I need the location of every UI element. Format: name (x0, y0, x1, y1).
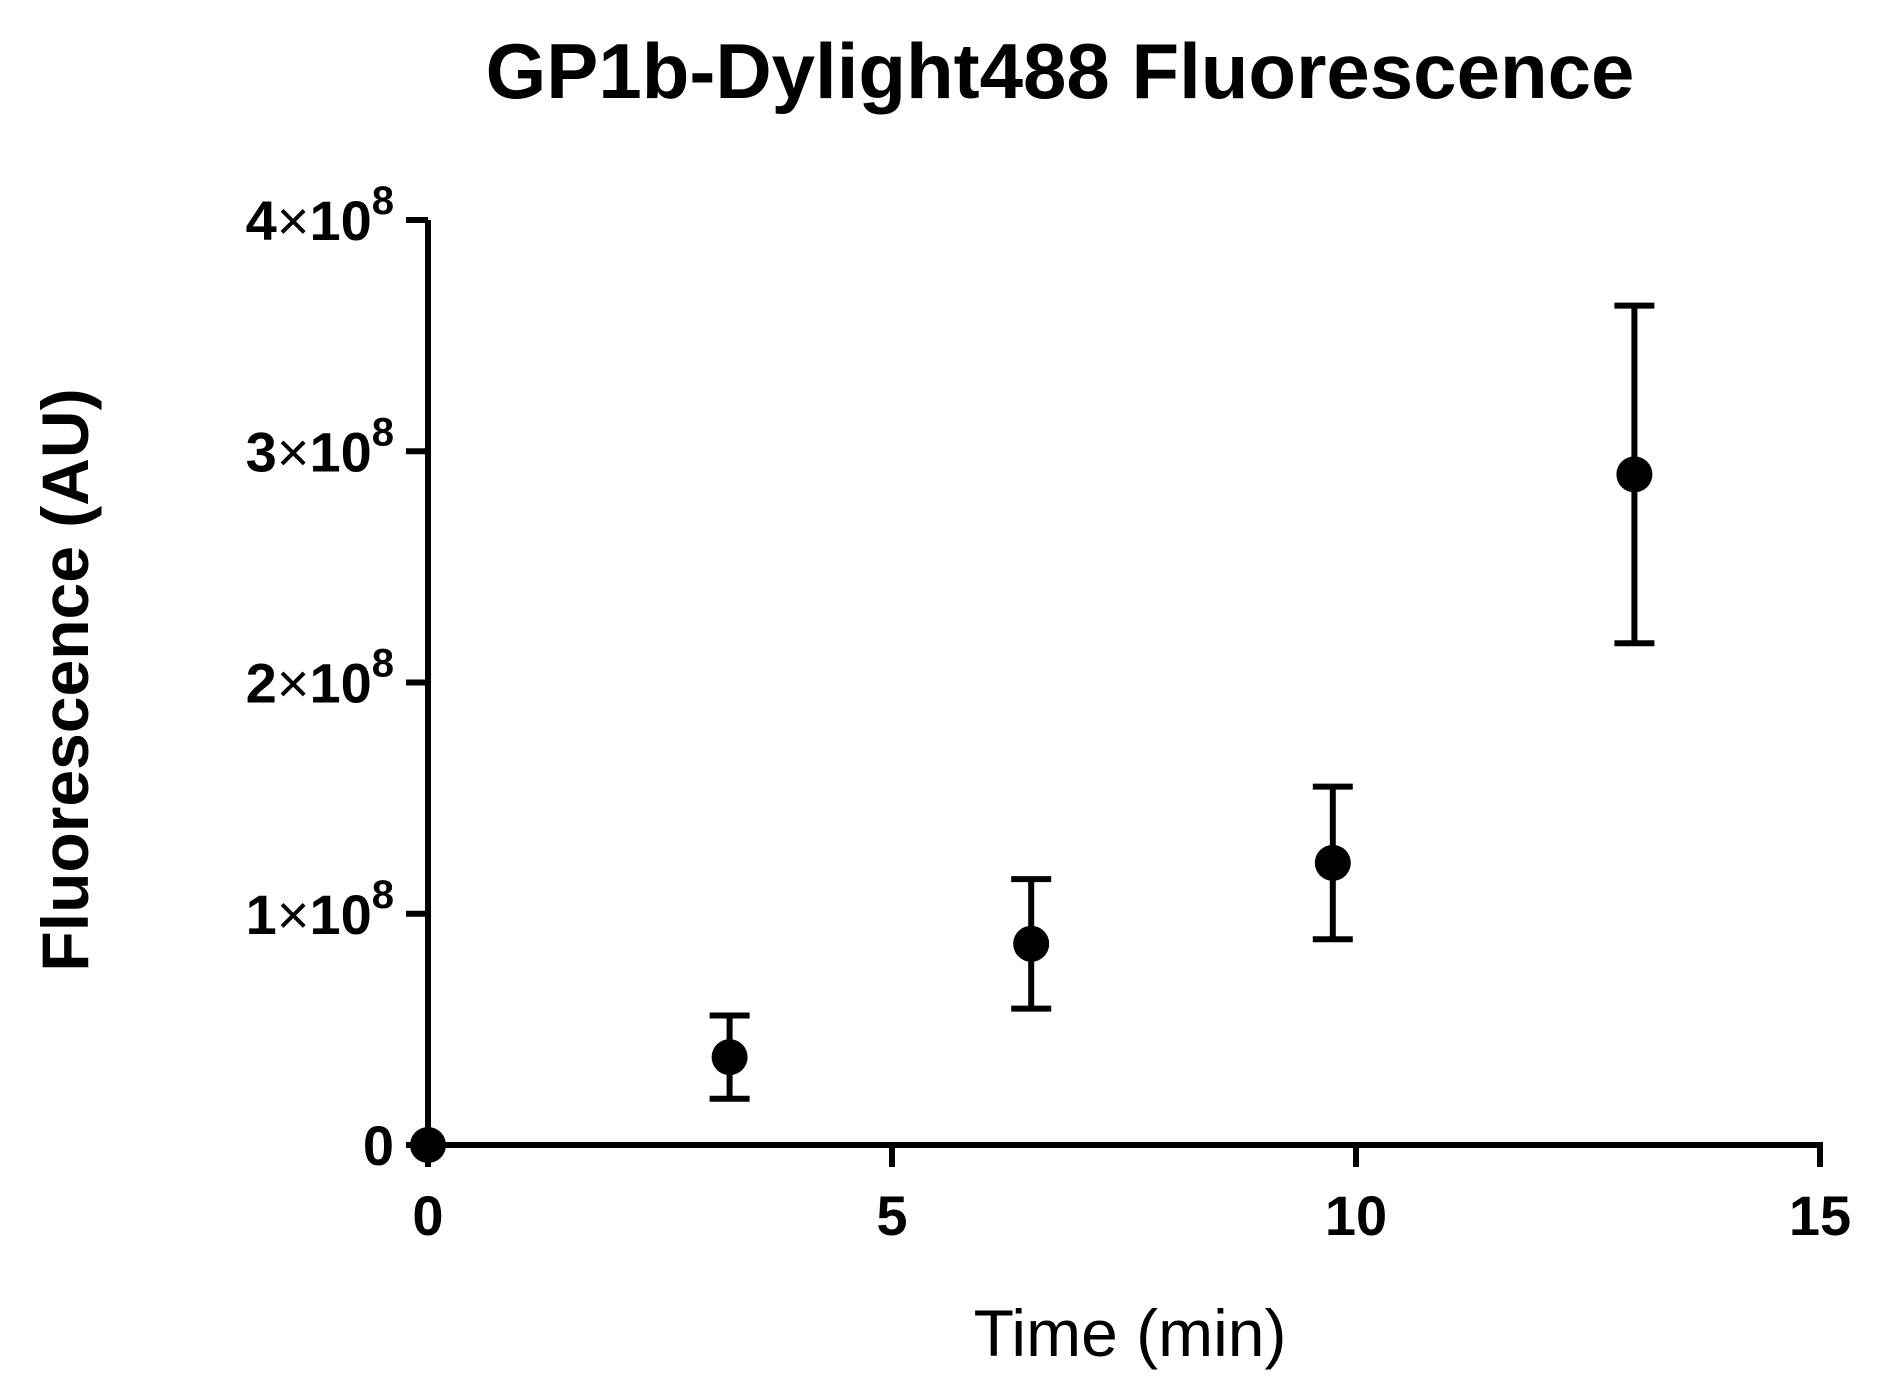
y-tick-label: 0 (363, 1114, 394, 1177)
x-axis-label: Time (min) (974, 1296, 1287, 1370)
y-tick-label: 3×108 (246, 410, 394, 483)
x-tick-label: 0 (412, 1184, 443, 1247)
x-axis-ticks: 0 5 10 15 (412, 1145, 1851, 1247)
y-axis-ticks: 0 1×108 2×108 3×108 4×108 (246, 179, 428, 1177)
point-marker (1013, 925, 1050, 962)
data-point (410, 1127, 446, 1163)
data-points (410, 302, 1655, 1163)
data-point (1614, 302, 1655, 647)
y-tick-label: 4×108 (246, 179, 394, 252)
axes (425, 220, 1823, 1148)
y-tick-label: 2×108 (246, 642, 394, 715)
data-point (1312, 783, 1353, 943)
x-tick-label: 15 (1789, 1184, 1851, 1247)
point-marker (711, 1039, 748, 1076)
point-marker (1314, 844, 1351, 881)
y-axis-label: Fluorescence (AU) (28, 388, 102, 971)
data-point (1011, 876, 1052, 1012)
point-marker (1616, 456, 1653, 493)
y-tick-label: 1×108 (246, 873, 394, 946)
chart-title: GP1b-Dylight488 Fluorescence (486, 27, 1635, 115)
x-tick-label: 10 (1325, 1184, 1387, 1247)
x-tick-label: 5 (876, 1184, 907, 1247)
point-marker (410, 1127, 446, 1163)
data-point (709, 1012, 750, 1102)
